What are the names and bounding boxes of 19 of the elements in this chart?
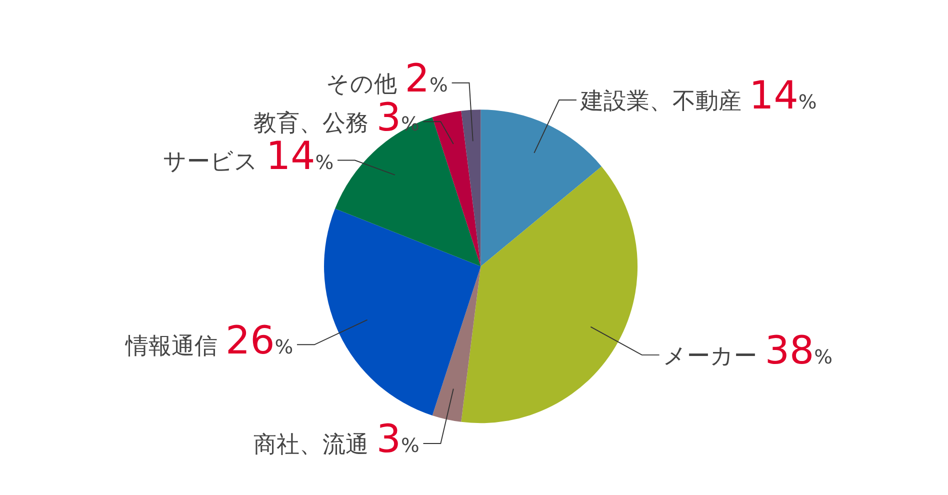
pie-slice bbox=[461, 110, 481, 266]
data-label: 3% bbox=[376, 417, 420, 462]
slice-label: 教育、公務 bbox=[254, 109, 369, 136]
slice-label: サービス bbox=[163, 148, 258, 175]
data-label: 2% bbox=[404, 56, 448, 102]
slice-label: 商社、流通 bbox=[254, 431, 369, 458]
slice-label: その他 bbox=[326, 70, 398, 98]
data-label: 14% bbox=[266, 134, 334, 179]
slice-label: メーカー bbox=[663, 342, 758, 370]
pie-slice bbox=[432, 110, 481, 266]
slice-label: 建設業、不動産 bbox=[579, 88, 742, 115]
pie-slice bbox=[461, 166, 638, 424]
pie-slice bbox=[432, 266, 481, 422]
data-label: 38% bbox=[764, 328, 833, 374]
pie-slice bbox=[480, 110, 602, 266]
data-label: 26% bbox=[226, 318, 294, 364]
slice-label: 情報通信 bbox=[124, 332, 218, 360]
pie-slice bbox=[324, 208, 481, 416]
data-label: 14% bbox=[749, 74, 817, 119]
